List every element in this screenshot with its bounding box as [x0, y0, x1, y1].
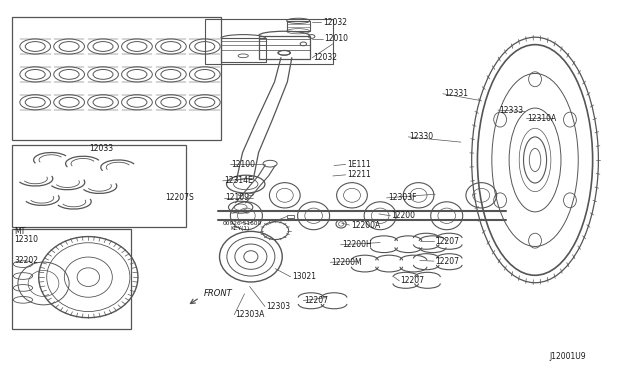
Text: FRONT: FRONT: [204, 289, 232, 298]
Text: 12310: 12310: [14, 235, 38, 244]
Text: 12032: 12032: [314, 53, 338, 62]
Text: 1E111: 1E111: [347, 160, 371, 169]
Bar: [12, 229, 131, 329]
Text: 12207: 12207: [435, 257, 460, 266]
Text: 12100: 12100: [232, 160, 256, 169]
Text: 12207: 12207: [401, 276, 425, 285]
Text: 12207: 12207: [305, 296, 329, 305]
Text: KEY(1): KEY(1): [230, 226, 250, 231]
Text: 12032: 12032: [323, 18, 347, 27]
Text: 12331: 12331: [444, 89, 468, 98]
Bar: [287, 215, 294, 218]
Text: 12211: 12211: [347, 170, 371, 179]
Text: 12033: 12033: [89, 144, 113, 153]
Text: 12200H: 12200H: [342, 240, 371, 249]
Text: 12310A: 12310A: [527, 114, 557, 123]
Text: 32202: 32202: [14, 256, 38, 265]
Text: 12010: 12010: [324, 34, 349, 43]
Text: 12207S: 12207S: [165, 193, 194, 202]
Bar: [205, 19, 333, 64]
Text: 12109: 12109: [225, 193, 249, 202]
Bar: [12, 145, 186, 227]
Text: 12200M: 12200M: [332, 258, 362, 267]
Text: 13021: 13021: [292, 272, 316, 281]
Text: 12200: 12200: [392, 211, 416, 220]
Text: 12207: 12207: [435, 237, 460, 246]
Text: 12330: 12330: [410, 132, 434, 141]
Text: 12303A: 12303A: [236, 310, 265, 319]
Text: 12303: 12303: [266, 302, 291, 311]
Bar: [221, 38, 266, 62]
Bar: [12, 17, 221, 140]
Text: 00926-51600: 00926-51600: [223, 221, 262, 226]
Text: MT: MT: [14, 227, 26, 236]
Text: 12314E: 12314E: [224, 176, 253, 185]
Text: 12303F: 12303F: [388, 193, 417, 202]
Text: J12001U9: J12001U9: [549, 352, 586, 361]
Bar: [259, 36, 310, 59]
Bar: [287, 21, 310, 31]
Text: 12200A: 12200A: [351, 221, 380, 230]
Text: 12333: 12333: [499, 106, 524, 115]
